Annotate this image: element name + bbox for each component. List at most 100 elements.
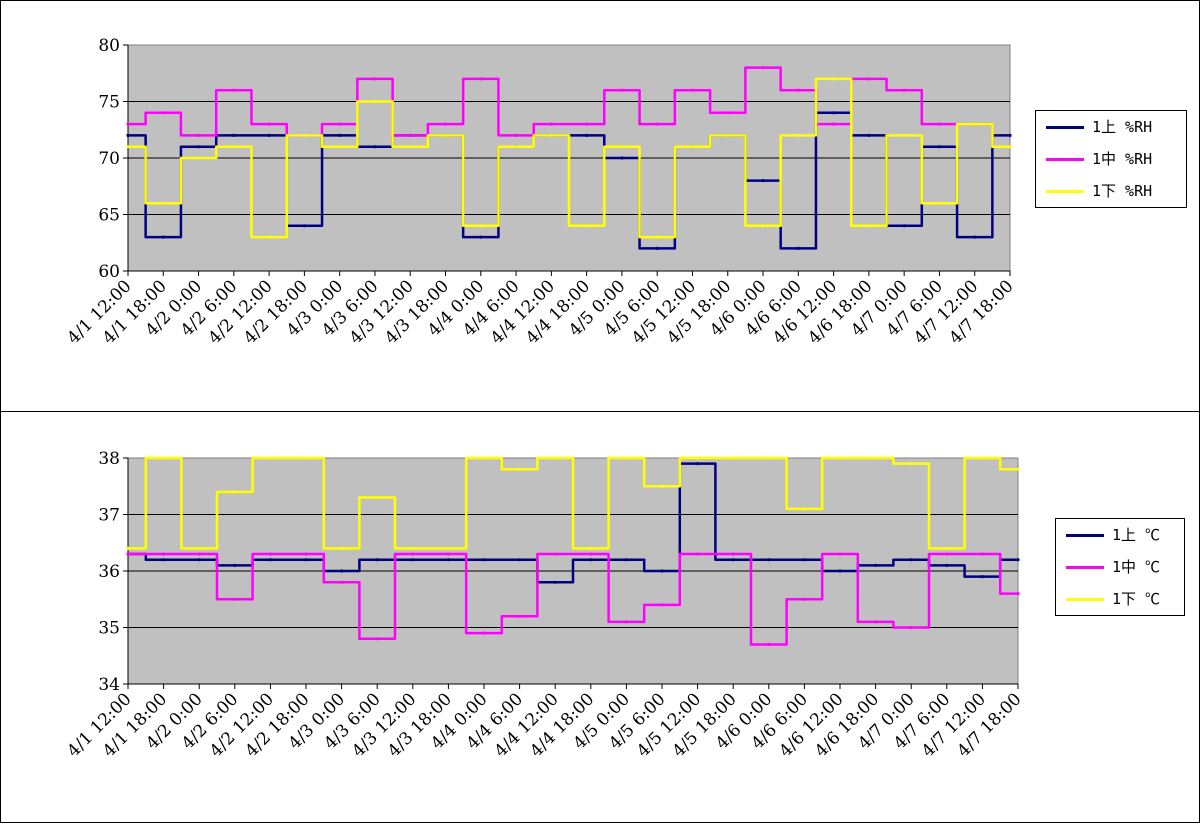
data-point <box>482 456 486 460</box>
data-point <box>761 66 765 70</box>
data-point <box>197 558 201 562</box>
data-point <box>726 133 730 137</box>
data-point <box>624 456 629 460</box>
data-point <box>655 235 659 239</box>
data-point <box>338 122 342 126</box>
data-point <box>660 569 664 573</box>
data-point <box>408 145 412 149</box>
data-point <box>126 133 130 137</box>
data-point <box>232 88 236 92</box>
legend-swatch-middle-rh <box>1046 158 1084 161</box>
data-point <box>411 546 415 550</box>
data-point <box>980 575 985 579</box>
legend-item-lower-temp: 1下 ℃ <box>1056 583 1184 615</box>
data-point <box>802 507 807 511</box>
data-point <box>479 77 483 81</box>
data-point <box>126 546 130 550</box>
data-point <box>690 145 695 149</box>
data-point <box>443 122 448 126</box>
data-point <box>232 133 236 137</box>
data-point <box>902 133 906 137</box>
data-point <box>161 235 165 239</box>
data-point <box>902 224 906 228</box>
data-point <box>945 563 949 567</box>
data-point <box>945 546 949 550</box>
data-point <box>340 546 344 550</box>
data-point <box>302 133 306 137</box>
data-point <box>373 145 377 149</box>
temperature-chart-panel: 34 35 36 37 38 4/1 12:00 4/1 18:00 4/2 0:00 4/2 … <box>0 411 1200 823</box>
data-point <box>1016 467 1020 471</box>
data-point <box>690 88 695 92</box>
data-point <box>373 99 377 104</box>
data-point <box>796 133 800 137</box>
data-point <box>446 558 450 562</box>
data-point <box>196 156 201 160</box>
data-point <box>660 484 664 488</box>
data-point <box>197 546 201 550</box>
data-point <box>802 558 807 562</box>
y-tick-label: 70 <box>98 149 120 169</box>
y-tick-label: 65 <box>98 206 120 226</box>
data-point <box>696 456 700 460</box>
y-tick-label: 80 <box>98 36 120 56</box>
data-point <box>624 620 629 624</box>
data-point <box>549 133 553 137</box>
data-point <box>411 552 415 556</box>
data-point <box>767 558 771 562</box>
data-point <box>233 490 237 494</box>
data-point <box>482 558 486 562</box>
data-point <box>973 235 977 239</box>
data-point <box>585 224 589 228</box>
data-point <box>867 224 871 228</box>
data-point <box>980 456 985 460</box>
data-point <box>655 246 659 250</box>
data-point <box>624 558 629 562</box>
data-point <box>767 642 771 647</box>
legend-swatch-lower-temp <box>1066 598 1104 601</box>
legend-label-lower-rh: 1下 %RH <box>1092 182 1153 200</box>
data-point <box>796 246 800 250</box>
legend-item-upper-temp: 1上 ℃ <box>1056 519 1184 551</box>
data-point <box>589 558 593 562</box>
data-point <box>375 637 379 641</box>
data-point <box>446 552 450 556</box>
legend-item-middle-rh: 1中 %RH <box>1036 143 1186 175</box>
data-point <box>902 88 906 92</box>
data-point <box>553 456 557 460</box>
data-point <box>340 580 344 584</box>
data-point <box>373 77 377 81</box>
data-point <box>482 631 486 635</box>
legend-swatch-lower-rh <box>1046 190 1084 193</box>
data-point <box>479 224 483 228</box>
y-tick-label: 38 <box>98 449 120 469</box>
data-point <box>696 462 700 466</box>
data-point <box>585 133 589 137</box>
series-line-3 <box>128 77 1010 239</box>
humidity-legend: 1上 %RH 1中 %RH 1下 %RH <box>1035 110 1187 208</box>
data-point <box>518 614 522 618</box>
legend-label-middle-rh: 1中 %RH <box>1092 150 1153 168</box>
data-point <box>937 122 942 126</box>
data-point <box>126 552 130 556</box>
data-point <box>408 133 412 137</box>
legend-label-upper-temp: 1上 ℃ <box>1112 526 1161 544</box>
data-point <box>126 145 130 149</box>
data-point <box>620 88 624 92</box>
data-point <box>874 620 878 624</box>
data-point <box>514 145 518 149</box>
data-point <box>655 122 659 126</box>
data-point <box>945 552 949 556</box>
data-point <box>443 133 448 137</box>
data-point <box>585 122 589 126</box>
data-point <box>375 495 379 500</box>
data-point <box>832 111 836 115</box>
data-point <box>268 456 272 460</box>
data-point <box>162 456 166 460</box>
data-point <box>161 111 165 115</box>
data-point <box>761 224 765 228</box>
data-point <box>731 558 735 562</box>
data-point <box>660 603 664 607</box>
data-point <box>553 580 557 584</box>
